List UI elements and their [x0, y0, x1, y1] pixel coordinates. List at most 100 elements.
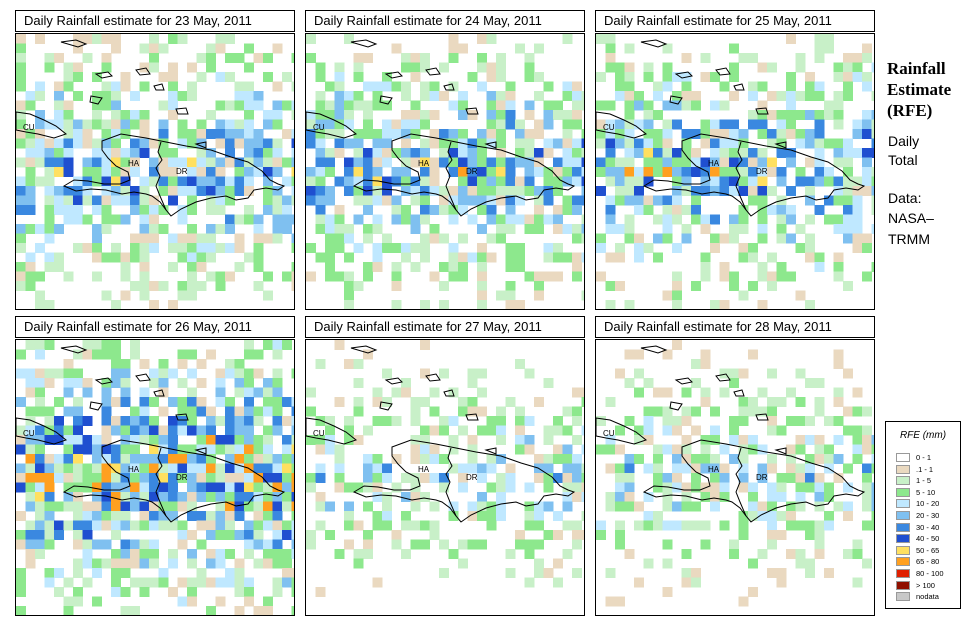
rainfall-cell — [691, 186, 701, 196]
rainfall-cell — [672, 72, 682, 82]
rainfall-cell — [852, 195, 863, 206]
rainfall-cell — [871, 195, 874, 206]
legend-swatch — [896, 557, 910, 567]
rainfall-cell — [234, 568, 245, 578]
rainfall-cell — [748, 397, 758, 407]
rainfall-cell — [372, 195, 383, 206]
panel-title-4: Daily Rainfall estimate for 26 May, 2011 — [15, 316, 295, 338]
rainfall-cell — [325, 262, 335, 272]
rainfall-cell — [334, 549, 345, 559]
rainfall-cell — [624, 224, 635, 234]
rainfall-cell — [634, 148, 644, 158]
rainfall-cell — [372, 243, 383, 253]
rainfall-cell — [534, 558, 544, 569]
rainfall-cell — [710, 501, 720, 512]
rainfall-cell — [25, 549, 36, 559]
rainfall-cell — [225, 530, 235, 540]
rainfall-cell — [244, 62, 254, 73]
rainfall-cell — [776, 397, 787, 407]
rainfall-cell — [92, 157, 102, 168]
rainfall-cell — [92, 501, 102, 512]
rainfall-cell — [111, 138, 121, 149]
rainfall-cell — [729, 435, 739, 445]
rainfall-cell — [120, 520, 131, 531]
rainfall-cell — [572, 167, 582, 177]
rainfall-cell — [653, 214, 663, 225]
rainfall-cell — [553, 558, 563, 569]
rainfall-cell — [814, 53, 825, 63]
rainfall-cell — [44, 195, 55, 206]
rainfall-cell — [505, 262, 516, 272]
rainfall-cell — [25, 368, 36, 379]
rainfall-cell — [306, 530, 316, 540]
rainfall-cell — [16, 53, 26, 63]
rainfall-cell — [562, 91, 573, 101]
rainfall-cell — [824, 511, 834, 521]
rainfall-cell — [82, 243, 93, 253]
rainfall-cell — [843, 463, 853, 474]
rainfall-cell — [401, 243, 411, 253]
rainfall-cell — [206, 435, 216, 445]
islet-coastline — [669, 95, 683, 105]
rainfall-cell — [35, 119, 45, 130]
rainfall-cell — [795, 243, 806, 253]
rainfall-cell — [372, 482, 383, 493]
rainfall-cell — [544, 310, 554, 311]
rainfall-cell — [263, 558, 273, 569]
rainfall-cell — [458, 463, 468, 474]
rainfall-cell — [253, 148, 264, 158]
rainfall-cell — [263, 310, 273, 311]
rainfall-cell — [244, 119, 254, 130]
rainfall-cell — [244, 425, 254, 436]
rainfall-cell — [282, 568, 292, 578]
rainfall-cell — [729, 91, 739, 101]
rainfall-cell — [581, 157, 584, 168]
rainfall-cell — [158, 463, 169, 474]
rainfall-cell — [244, 81, 254, 92]
rainfall-cell — [729, 72, 739, 82]
rainfall-cell — [553, 167, 563, 177]
rainfall-cell — [467, 72, 478, 82]
rainfall-cell — [291, 530, 294, 540]
rainfall-cell — [334, 72, 345, 82]
rainfall-cell — [149, 281, 159, 291]
rainfall-cell — [729, 176, 739, 187]
rainfall-cell — [795, 53, 806, 63]
legend-label: 5 - 10 — [916, 487, 936, 497]
rainfall-cell — [833, 359, 844, 369]
rainfall-cell — [581, 91, 584, 101]
rainfall-cell — [196, 568, 207, 578]
rainfall-cell — [344, 482, 354, 493]
rainfall-cell — [35, 271, 45, 282]
rainfall-cell — [543, 435, 554, 445]
rainfall-cell — [92, 435, 102, 445]
rainfall-cell — [139, 129, 150, 139]
rainfall-cell — [543, 568, 554, 578]
cuba-coastline — [596, 417, 648, 445]
rainfall-cell — [82, 53, 93, 63]
rainfall-cell — [325, 271, 335, 282]
rainfall-cell — [524, 157, 535, 168]
rainfall-cell — [306, 119, 316, 130]
rainfall-cell — [16, 243, 26, 253]
rainfall-cell — [254, 616, 264, 617]
rainfall-cell — [158, 281, 169, 291]
rainfall-cell — [234, 473, 245, 483]
rainfall-cell — [477, 252, 487, 263]
rainfall-cell — [653, 233, 663, 244]
rainfall-cell — [643, 157, 654, 168]
rainfall-cell — [738, 511, 749, 521]
rainfall-cell — [234, 53, 245, 63]
rainfall-cell — [196, 252, 207, 263]
rainfall-cell — [344, 271, 354, 282]
rainfall-cell — [553, 473, 563, 483]
rainfall-cell — [177, 349, 188, 360]
rainfall-cell — [63, 129, 74, 139]
rainfall-cell — [410, 195, 421, 206]
map-canvas-6 — [596, 340, 874, 607]
rainfall-cell — [272, 473, 283, 483]
rainfall-cell — [643, 520, 654, 531]
islet-coastline — [94, 377, 114, 385]
rainfall-cell — [263, 148, 273, 158]
rainfall-cell — [439, 157, 449, 168]
